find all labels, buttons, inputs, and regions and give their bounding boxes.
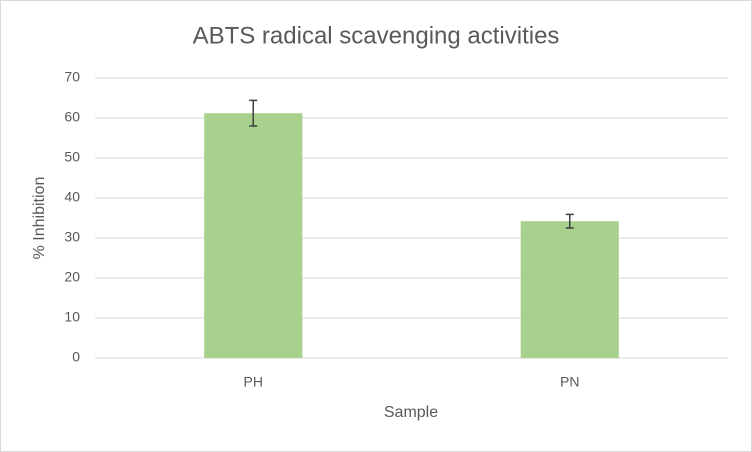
y-tick-label: 50 [64,149,80,165]
chart-title: ABTS radical scavenging activities [193,22,560,49]
y-tick-label: 40 [64,189,80,205]
x-tick-label: PH [244,374,263,390]
y-tick-label: 10 [64,309,80,325]
x-tick-label: PN [560,374,579,390]
y-tick-label: 0 [72,349,80,365]
x-axis-label: Sample [384,404,438,421]
y-tick-label: 30 [64,229,80,245]
bar [520,221,619,358]
y-axis-label: % Inhibition [31,177,48,260]
error-bar [565,213,574,229]
y-tick-label: 60 [64,109,80,125]
bar [204,113,303,358]
error-bar [249,99,258,127]
y-tick-label: 20 [64,269,80,285]
y-tick-label: 70 [64,69,80,85]
